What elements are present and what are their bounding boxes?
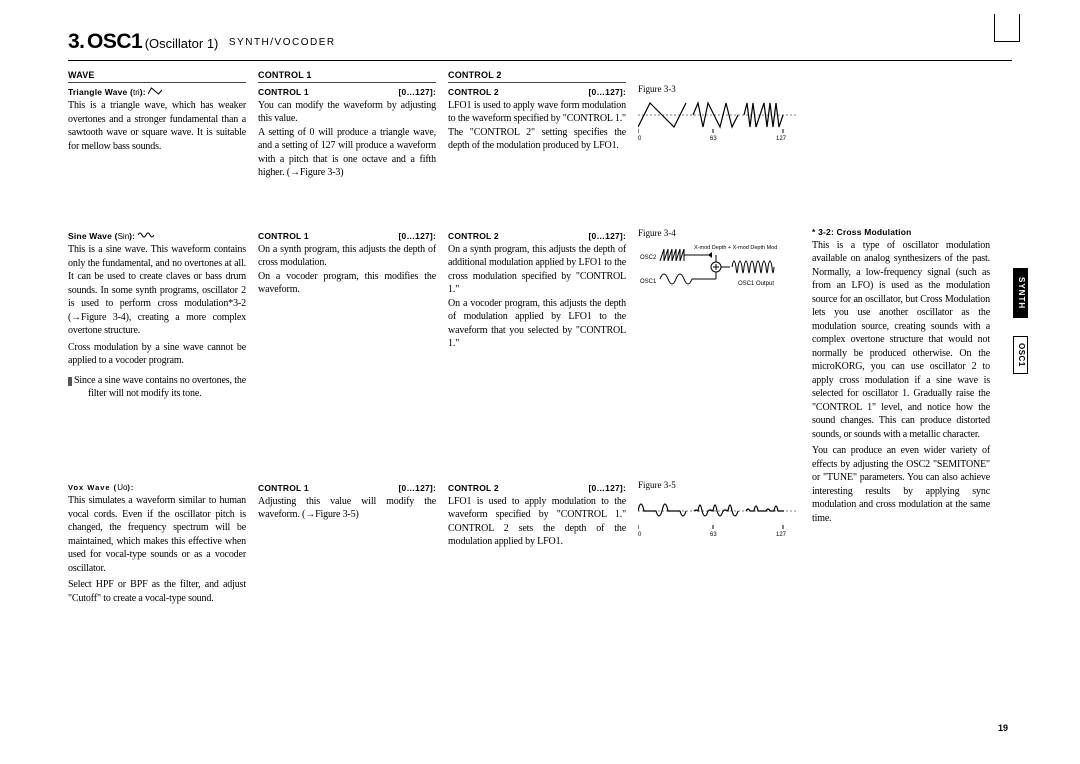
wave-triangle: Triangle Wave (tri): This is a triangle … [68, 87, 246, 217]
crossmod-head: * 3-2: Cross Modulation [812, 227, 990, 238]
wave-vox: Vox Wave (Uo): This simulates a waveform… [68, 483, 246, 605]
sine-body2: Cross modulation by a sine wave cannot b… [68, 341, 246, 368]
c2-tri-range: [0…127]: [588, 87, 626, 98]
sine-label: Sine Wave (Sin): [68, 231, 154, 243]
control2-column: CONTROL 2 CONTROL 2 [0…127]: LFO1 is used… [448, 69, 626, 619]
c2-sine-body: On a synth program, this adjusts the dep… [448, 243, 626, 351]
svg-text:63: 63 [710, 136, 717, 141]
page-number: 19 [998, 722, 1008, 734]
sine-body1: This is a sine wave. This waveform conta… [68, 243, 246, 338]
c1-sine: CONTROL 1 [0…127]: On a synth program, th… [258, 231, 436, 469]
chapter-number: 3. [68, 30, 85, 53]
sine-note: noteSince a sine wave contains no overto… [68, 374, 246, 401]
svg-text:0: 0 [638, 532, 642, 537]
triangle-icon [148, 87, 162, 95]
fig33-label: Figure 3-3 [638, 83, 800, 95]
fig35-svg: 0 63 127 [638, 493, 796, 537]
c1-col-head: CONTROL 1 [258, 69, 436, 83]
c2-sine: CONTROL 2 [0…127]: On a synth program, th… [448, 231, 626, 469]
vox-label: Vox Wave (Uo): [68, 483, 134, 494]
sine-icon [138, 231, 154, 239]
vox-body2: Select HPF or BPF as the filter, and adj… [68, 578, 246, 605]
chapter-title: OSC1 [87, 30, 142, 53]
c2-vox-body: LFO1 is used to apply modulation to the … [448, 495, 626, 549]
c1-vox: CONTROL 1 [0…127]: Adjusting this value w… [258, 483, 436, 521]
c2-tri: CONTROL 2 [0…127]: LFO1 is used to apply … [448, 87, 626, 217]
crossmod-column: * 3-2: Cross Modulation This is a type o… [812, 69, 990, 619]
chapter-tag: SYNTH/VOCODER [229, 37, 336, 48]
wave-column: WAVE Triangle Wave (tri): This is a tria… [68, 69, 246, 619]
c1-vox-body: Adjusting this value will modify the wav… [258, 495, 436, 522]
c1-tri: CONTROL 1 [0…127]: You can modify the wav… [258, 87, 436, 217]
svg-text:0: 0 [638, 136, 642, 141]
fig35-label: Figure 3-5 [638, 479, 800, 491]
c2-tri-label: CONTROL 2 [448, 87, 499, 98]
fig34-label: Figure 3-4 [638, 227, 800, 239]
wave-col-head: WAVE [68, 69, 246, 83]
side-tab-synth: SYNTH [1013, 268, 1028, 318]
vox-body1: This simulates a waveform similar to hum… [68, 494, 246, 575]
c2-tri-body: LFO1 is used to apply wave form modulati… [448, 99, 626, 153]
corner-box [994, 14, 1020, 42]
crossmod-section: * 3-2: Cross Modulation This is a type o… [812, 227, 990, 525]
c1-vox-range: [0…127]: [398, 483, 436, 494]
c1-sine-range: [0…127]: [398, 231, 436, 242]
content-columns: WAVE Triangle Wave (tri): This is a tria… [68, 69, 1012, 619]
triangle-label: Triangle Wave (tri): [68, 87, 162, 99]
svg-text:OSC1 Output: OSC1 Output [738, 281, 774, 287]
c1-tri-label: CONTROL 1 [258, 87, 309, 98]
c2-vox: CONTROL 2 [0…127]: LFO1 is used to apply … [448, 483, 626, 548]
fig34-svg: OSC2 X-mod Depth + X-mod Depth Mod OSC1 … [638, 241, 796, 303]
figure-3-3: Figure 3-3 0 63 127 [638, 83, 800, 213]
c2-vox-label: CONTROL 2 [448, 483, 499, 494]
triangle-body: This is a triangle wave, which has weake… [68, 99, 246, 153]
chapter-subtitle: (Oscillator 1) [145, 36, 219, 51]
svg-text:OSC2: OSC2 [640, 255, 657, 261]
svg-text:127: 127 [776, 136, 787, 141]
crossmod-body1: This is a type of oscillator modulation … [812, 239, 990, 442]
svg-text:127: 127 [776, 532, 787, 537]
figure-3-4: Figure 3-4 OSC2 X-mod Depth + X-mod Dept… [638, 227, 800, 465]
fig33-svg: 0 63 127 [638, 97, 796, 141]
c2-vox-range: [0…127]: [588, 483, 626, 494]
c2-col-head: CONTROL 2 [448, 69, 626, 83]
c1-vox-label: CONTROL 1 [258, 483, 309, 494]
control1-column: CONTROL 1 CONTROL 1 [0…127]: You can modi… [258, 69, 436, 619]
c2-sine-range: [0…127]: [588, 231, 626, 242]
c1-sine-label: CONTROL 1 [258, 231, 309, 242]
svg-text:OSC1: OSC1 [640, 279, 657, 285]
crossmod-body2: You can produce an even wider variety of… [812, 444, 990, 525]
c1-tri-body: You can modify the waveform by adjusting… [258, 99, 436, 180]
svg-text:X-mod Depth + X-mod Depth Mod: X-mod Depth + X-mod Depth Mod [694, 245, 777, 251]
c1-tri-range: [0…127]: [398, 87, 436, 98]
side-tab-osc1: OSC1 [1013, 336, 1028, 374]
page-header: 3. OSC1 (Oscillator 1) SYNTH/VOCODER [68, 28, 1012, 61]
wave-sine: Sine Wave (Sin): This is a sine wave. Th… [68, 231, 246, 469]
figures-column: Figure 3-3 0 63 127 Figure 3-4 OSC2 X-mo… [638, 69, 800, 619]
c1-sine-body: On a synth program, this adjusts the dep… [258, 243, 436, 297]
svg-text:63: 63 [710, 532, 717, 537]
figure-3-5: Figure 3-5 0 63 127 [638, 479, 800, 542]
c2-sine-label: CONTROL 2 [448, 231, 499, 242]
